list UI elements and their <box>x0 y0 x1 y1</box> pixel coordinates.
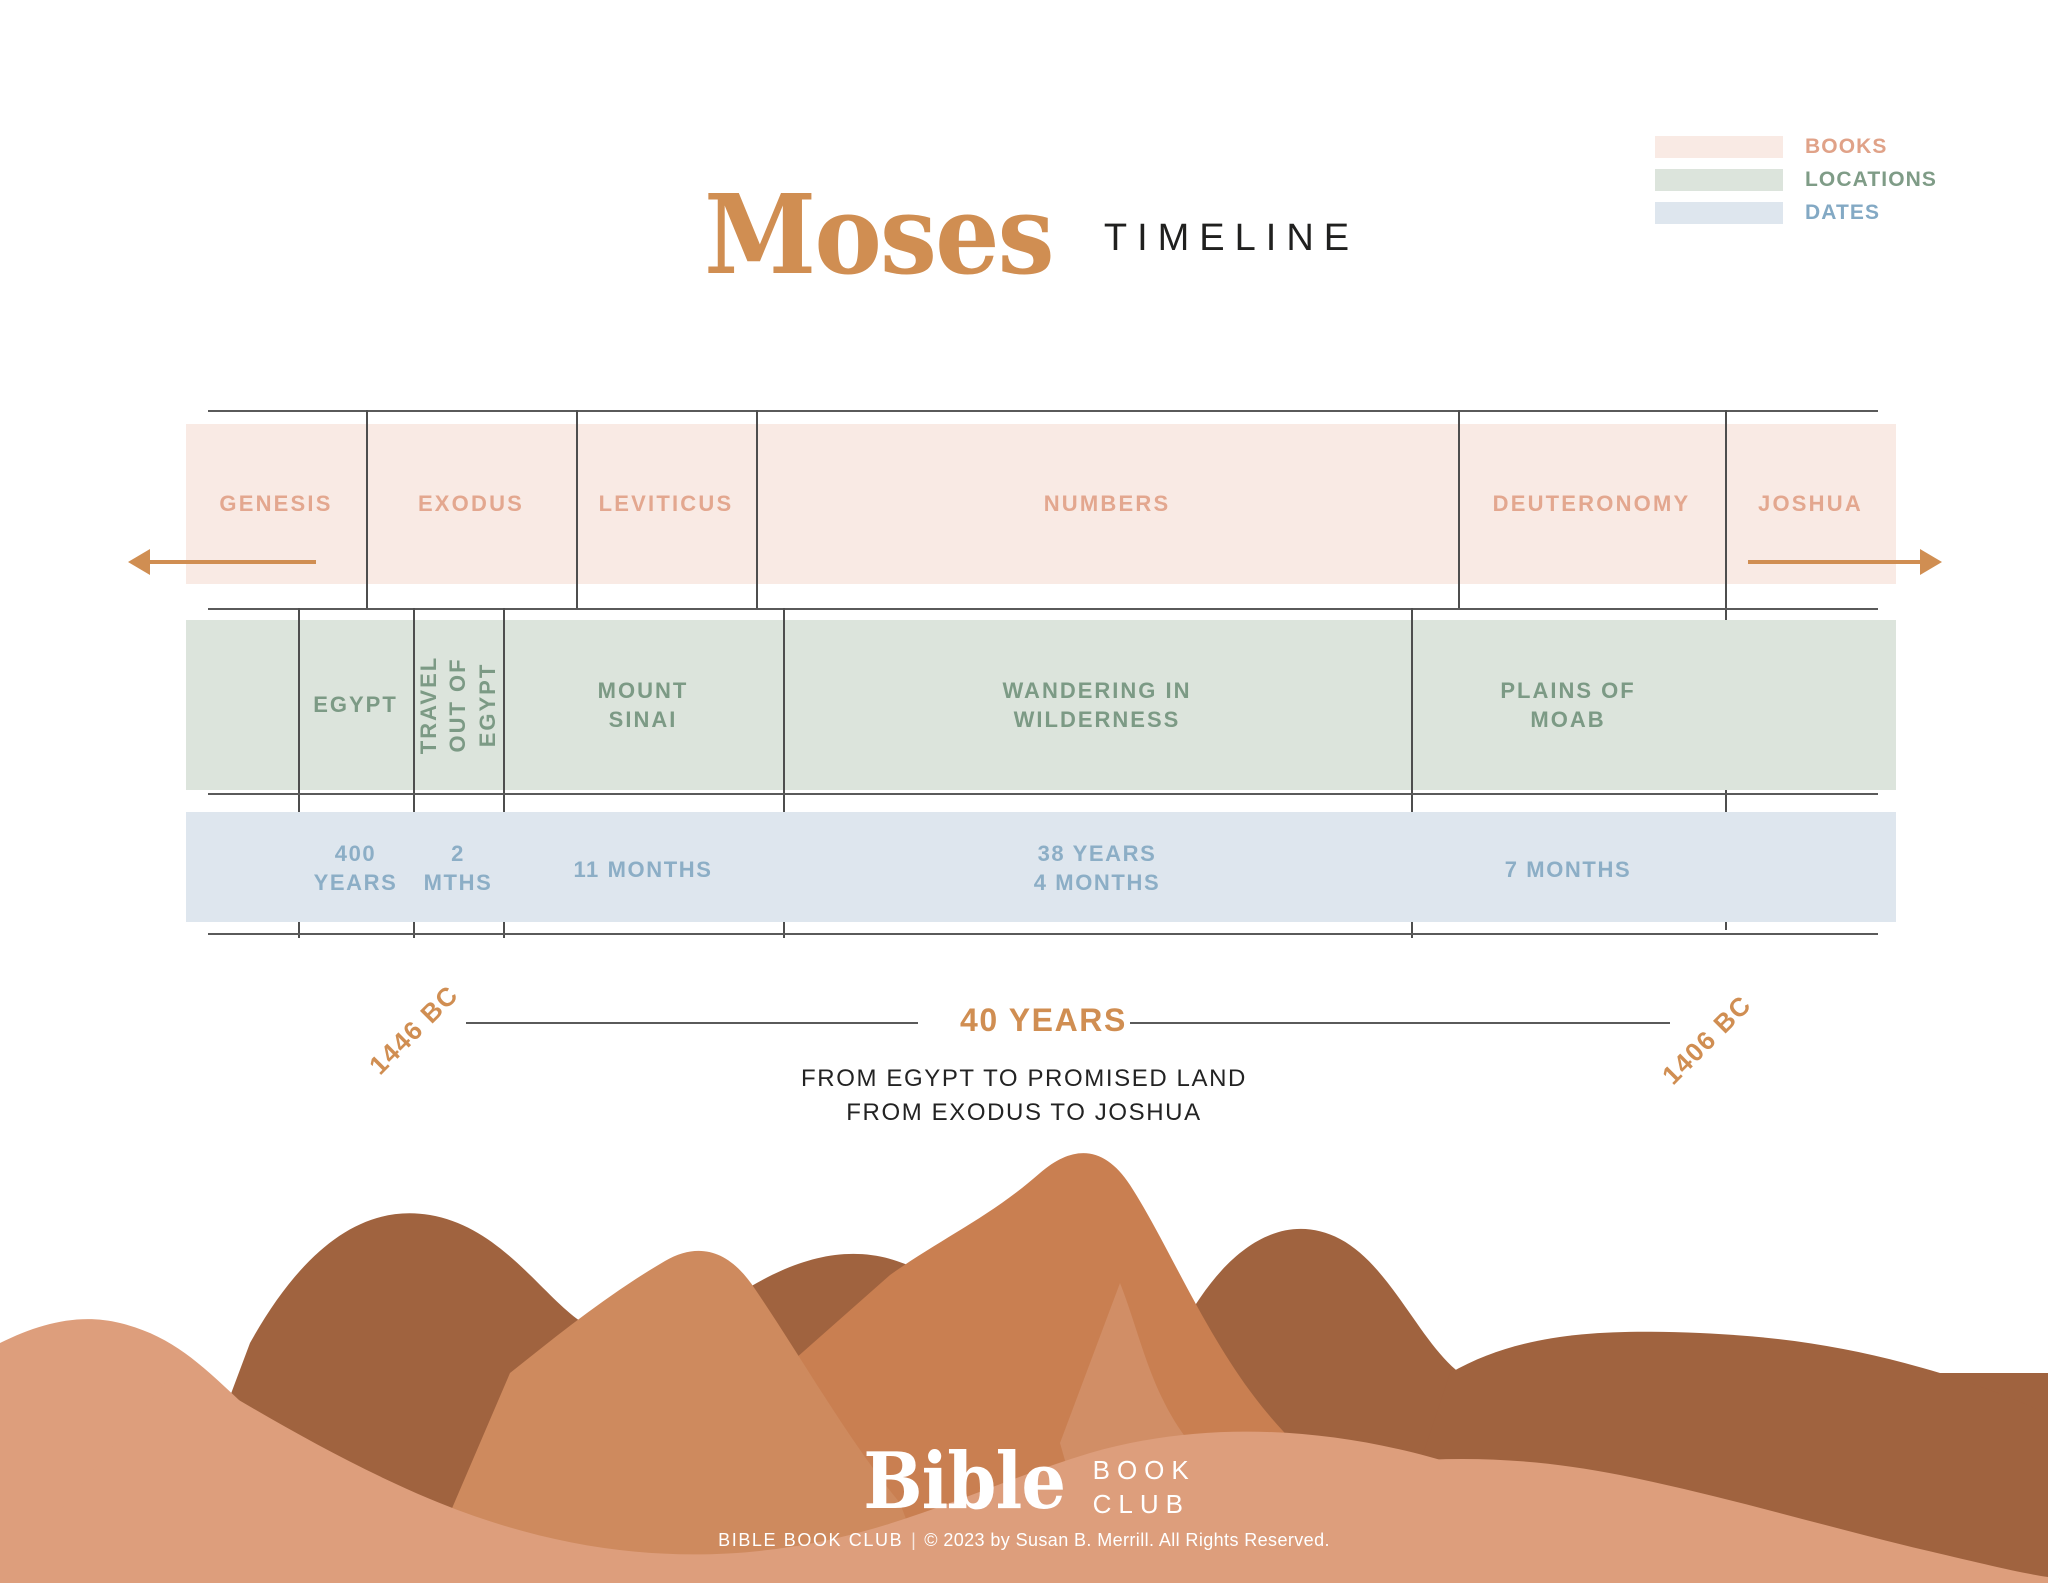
copyright-divider: | <box>911 1530 917 1550</box>
legend-swatch-locations <box>1655 168 1783 191</box>
dates-cell-moab: 7 MONTHS <box>1504 857 1632 883</box>
rule-dates-bottom <box>208 933 1878 935</box>
arrow-right-line <box>1748 560 1924 564</box>
legend-swatch-books <box>1655 135 1783 158</box>
summary-rule-left <box>466 1022 918 1024</box>
wilderness-line-2: WILDERNESS <box>1013 707 1181 732</box>
rule-books-top <box>208 410 1878 412</box>
locations-cell-plains-of-moab: PLAINS OF MOAB <box>1411 670 1725 740</box>
mountain-peak-left <box>420 1250 930 1583</box>
legend-item-books: BOOKS <box>1655 130 1985 163</box>
band-dates <box>186 812 1896 922</box>
summary-caption: FROM EGYPT TO PROMISED LAND FROM EXODUS … <box>0 1062 2048 1130</box>
arrow-left-icon <box>128 549 150 575</box>
band-locations <box>186 620 1896 790</box>
mountain-illustration <box>0 1153 2048 1583</box>
arrow-left-line <box>140 560 316 564</box>
divider-numbers-deuteronomy <box>1458 410 1460 608</box>
legend-label-books: BOOKS <box>1805 134 1888 158</box>
dates-wilderness-line-2: 4 MONTHS <box>1033 870 1161 895</box>
copyright-text: © 2023 by Susan B. Merrill. All Rights R… <box>924 1530 1330 1550</box>
divider-loc-sinai-wilderness <box>783 608 785 938</box>
books-cell-joshua: JOSHUA <box>1758 491 1863 517</box>
dates-cell-egypt: 400 YEARS <box>298 838 413 898</box>
divider-loc-egypt-travel <box>413 608 415 938</box>
legend-label-locations: LOCATIONS <box>1805 167 1938 191</box>
dates-wilderness-line-1: 38 YEARS <box>1037 840 1157 866</box>
title-timeline: TIMELINE <box>1103 217 1360 259</box>
divider-exodus-leviticus <box>576 410 578 608</box>
books-cell-exodus: EXODUS <box>417 491 525 517</box>
travel-line-2: OUT OF <box>445 657 471 753</box>
divider-leviticus-numbers <box>756 410 758 608</box>
dates-egypt-line-1: 400 <box>334 840 377 866</box>
books-cell-numbers: NUMBERS <box>1043 491 1171 517</box>
copyright-brand: BIBLE BOOK CLUB <box>718 1530 904 1550</box>
logo-club: CLUB <box>1092 1488 1190 1519</box>
sinai-line-1: MOUNT <box>597 677 689 703</box>
logo-wordmark: Bible <box>863 1436 1066 1527</box>
dates-cell-travel: 2 MTHS <box>413 838 503 898</box>
legend-item-locations: LOCATIONS <box>1655 163 1985 196</box>
legend-swatch-dates <box>1655 201 1783 224</box>
books-cell-leviticus: LEVITICUS <box>598 491 734 517</box>
legend-label-dates: DATES <box>1805 200 1881 224</box>
legend-item-dates: DATES <box>1655 196 1985 229</box>
travel-line-1: TRAVEL <box>416 655 442 755</box>
books-cell-genesis: GENESIS <box>219 491 333 517</box>
divider-genesis-exodus <box>366 410 368 608</box>
divider-loc-wilderness-moab <box>1411 608 1413 938</box>
summary-rule-right <box>1130 1022 1670 1024</box>
dates-cell-wilderness: 38 YEARS 4 MONTHS <box>783 838 1411 898</box>
divider-loc-egypt-start <box>298 608 300 938</box>
summary-years: 40 YEARS <box>960 1002 1127 1038</box>
footer-logo: Bible BOOK CLUB <box>0 1436 2048 1527</box>
dates-travel-line-2: MTHS <box>423 870 493 895</box>
logo-subtext: BOOK CLUB <box>1093 1454 1196 1522</box>
logo-book: BOOK <box>1092 1454 1196 1485</box>
locations-cell-wandering-in-wilderness: WANDERING IN WILDERNESS <box>783 670 1411 740</box>
books-cell-deuteronomy: DEUTERONOMY <box>1492 491 1691 517</box>
travel-line-3: EGYPT <box>474 662 500 748</box>
title-moses: Moses <box>704 170 1055 299</box>
rule-dates-top <box>208 793 1878 795</box>
dates-travel-line-1: 2 <box>451 840 465 866</box>
locations-cell-travel-out-of-egypt: TRAVEL OUT OF EGYPT <box>398 656 518 754</box>
sinai-line-2: SINAI <box>608 707 678 732</box>
dates-cell-sinai: 11 MONTHS <box>573 857 713 883</box>
rule-locations-top <box>208 608 1878 610</box>
locations-cell-egypt: EGYPT <box>313 692 398 718</box>
locations-cell-mount-sinai: MOUNT SINAI <box>503 670 783 740</box>
mountain-fore-right <box>1280 1458 2048 1583</box>
wilderness-line-1: WANDERING IN <box>1002 677 1192 703</box>
divider-loc-travel-sinai <box>503 608 505 938</box>
page-title: Moses TIMELINE <box>0 170 2048 299</box>
summary-caption-line-1: FROM EGYPT TO PROMISED LAND <box>801 1065 1247 1092</box>
dates-egypt-line-2: YEARS <box>313 870 398 895</box>
moab-line-1: PLAINS OF <box>1500 677 1636 703</box>
arrow-right-icon <box>1920 549 1942 575</box>
band-books <box>186 424 1896 584</box>
copyright-line: BIBLE BOOK CLUB | © 2023 by Susan B. Merri… <box>0 1530 2048 1551</box>
moab-line-2: MOAB <box>1530 707 1606 732</box>
legend: BOOKS LOCATIONS DATES <box>1655 130 1985 229</box>
summary-caption-line-2: FROM EXODUS TO JOSHUA <box>846 1099 1202 1127</box>
